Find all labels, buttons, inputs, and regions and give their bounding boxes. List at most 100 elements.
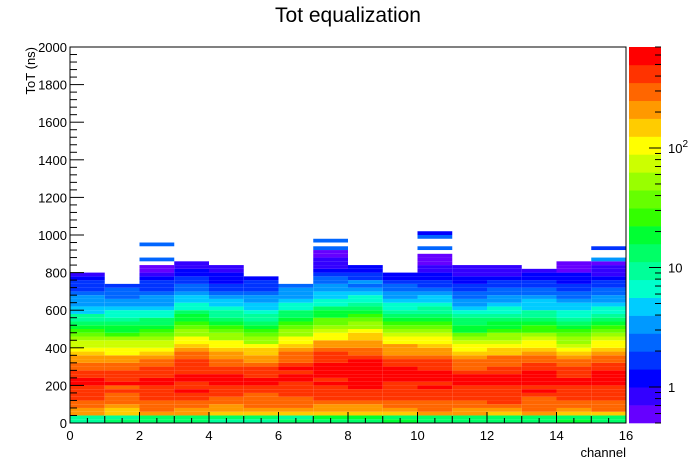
- heatmap-bin: [104, 355, 140, 360]
- color-scale-band: [629, 208, 661, 227]
- heatmap-bin: [591, 261, 626, 266]
- heatmap-bin: [278, 313, 314, 318]
- heatmap-bin: [70, 321, 105, 326]
- heatmap-bin: [209, 362, 244, 367]
- heatmap-bin: [556, 389, 592, 393]
- heatmap-bin: [278, 340, 314, 345]
- heatmap-bin: [209, 351, 244, 356]
- heatmap-bin: [139, 415, 175, 420]
- heatmap-bin: [313, 261, 348, 266]
- y-tick-label: 1000: [38, 228, 67, 243]
- heatmap-bin: [382, 313, 418, 318]
- heatmap-bin: [556, 329, 592, 333]
- heatmap-bin: [382, 359, 418, 363]
- heatmap-bin: [278, 291, 314, 296]
- heatmap-bin: [591, 295, 626, 299]
- heatmap-bin: [591, 268, 626, 273]
- heatmap-bin: [70, 295, 105, 299]
- heatmap-bin: [556, 344, 592, 348]
- heatmap-bin: [243, 377, 279, 382]
- heatmap-bin: [521, 374, 557, 378]
- heatmap-bin: [209, 336, 244, 341]
- heatmap-bin: [70, 396, 105, 401]
- heatmap-bin: [104, 407, 140, 412]
- heatmap-bin: [556, 362, 592, 367]
- heatmap-bin: [348, 268, 383, 273]
- heatmap-bin: [174, 336, 209, 341]
- x-tick-label: 0: [66, 428, 73, 443]
- heatmap-bin: [174, 385, 209, 390]
- heatmap-bin: [70, 407, 105, 412]
- heatmap-bin: [139, 400, 175, 405]
- heatmap-bin: [174, 407, 209, 412]
- heatmap-bin: [556, 355, 592, 360]
- heatmap-bin: [521, 392, 557, 397]
- heatmap-bin: [243, 298, 279, 303]
- heatmap-bin: [556, 268, 592, 273]
- heatmap-bin: [243, 306, 279, 311]
- heatmap-bin: [313, 336, 348, 341]
- heatmap-bin: [487, 313, 522, 318]
- heatmap-bin: [139, 291, 175, 296]
- heatmap-bin: [417, 389, 453, 393]
- heatmap-bin: [382, 283, 418, 288]
- heatmap-bin: [382, 329, 418, 333]
- heatmap-bin: [556, 366, 592, 371]
- heatmap-bin: [591, 280, 626, 284]
- heatmap-bin: [556, 272, 592, 277]
- heatmap-bin: [452, 385, 487, 390]
- heatmap-bin: [556, 396, 592, 401]
- heatmap-bin: [174, 362, 209, 367]
- heatmap-bin: [313, 385, 348, 390]
- heatmap-bin: [139, 317, 175, 322]
- heatmap-bin: [313, 340, 348, 345]
- heatmap-bin: [417, 351, 453, 356]
- heatmap-bin: [591, 272, 626, 277]
- heatmap-bin: [591, 287, 626, 292]
- heatmap-bin: [591, 340, 626, 345]
- heatmap-bin: [417, 246, 453, 251]
- heatmap-bin: [209, 411, 244, 416]
- heatmap-bin: [278, 295, 314, 299]
- heatmap-bin: [521, 347, 557, 352]
- heatmap-bin: [104, 366, 140, 371]
- heatmap-bin: [348, 389, 383, 393]
- heatmap-bin: [174, 313, 209, 318]
- heatmap-bin: [452, 411, 487, 416]
- heatmap-bin: [313, 359, 348, 363]
- heatmap-bin: [139, 344, 175, 348]
- heatmap-bin: [313, 302, 348, 307]
- heatmap-bin: [556, 374, 592, 378]
- heatmap-bin: [556, 400, 592, 405]
- y-tick-label: 1600: [38, 115, 67, 130]
- heatmap-bin: [104, 313, 140, 318]
- heatmap-bin: [104, 411, 140, 416]
- heatmap-bin: [139, 302, 175, 307]
- y-tick-label: 1800: [38, 78, 67, 93]
- heatmap-bin: [104, 392, 140, 397]
- heatmap-bin: [278, 332, 314, 337]
- heatmap-bin: [313, 291, 348, 296]
- heatmap-bin: [591, 321, 626, 326]
- heatmap-bin: [139, 280, 175, 284]
- heatmap-bin: [70, 329, 105, 333]
- heatmap-bin: [139, 287, 175, 292]
- heatmap-bin: [313, 246, 348, 251]
- heatmap-bin: [313, 310, 348, 314]
- heatmap-bin: [139, 362, 175, 367]
- heatmap-bin: [313, 295, 348, 299]
- heatmap-bin: [174, 265, 209, 269]
- heatmap-bin: [174, 374, 209, 378]
- heatmap-bin: [174, 321, 209, 326]
- heatmap-bin: [139, 306, 175, 311]
- heatmap-bin: [70, 325, 105, 329]
- heatmap-bin: [70, 272, 105, 277]
- heatmap-bin: [348, 313, 383, 318]
- heatmap-bin: [278, 355, 314, 360]
- heatmap-bin: [313, 268, 348, 273]
- heatmap-bin: [209, 370, 244, 375]
- heatmap-bin: [243, 317, 279, 322]
- color-scale-band: [629, 369, 661, 388]
- heatmap-bin: [313, 415, 348, 420]
